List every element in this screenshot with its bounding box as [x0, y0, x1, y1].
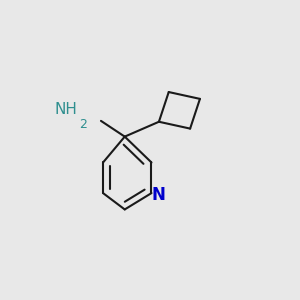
- Text: NH: NH: [54, 102, 77, 117]
- Text: N: N: [152, 187, 165, 205]
- Text: 2: 2: [79, 118, 86, 131]
